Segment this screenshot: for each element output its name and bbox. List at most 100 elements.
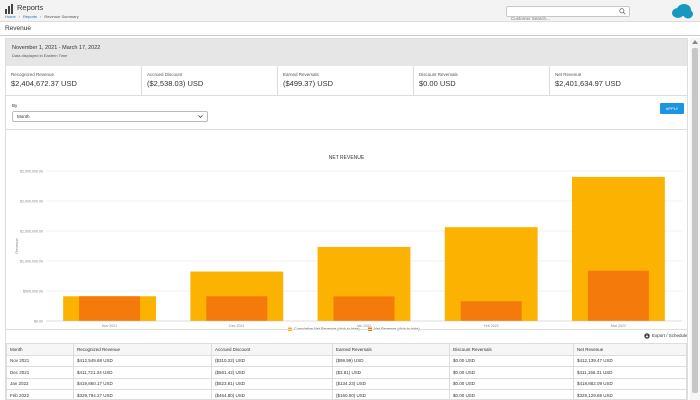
date-range: November 1, 2021 - March 17, 2022 [12,45,101,51]
y-tick-label: $2,000,000.00 [20,200,43,204]
x-tick-label: Feb 2022 [484,324,499,328]
date-range-band: November 1, 2021 - March 17, 2022 Data d… [6,39,687,66]
bar-net-revenue[interactable] [333,296,395,321]
export-label: Export / Schedule [652,333,688,339]
divider [0,35,700,36]
metrics-row: Recognized Revenue $2,404,672.37 USD Acc… [6,66,687,96]
metric-label: Net Revenue [555,72,582,77]
metric-value: ($499.37) USD [283,79,334,88]
cell-accrued-discount: ($561.42) USD [211,366,333,379]
metric-recognized-revenue: Recognized Revenue $2,404,672.37 USD [6,66,142,96]
cell-recognized-revenue: $419,860.17 USD [73,377,212,390]
cloud-logo [672,4,693,19]
revenue-table: Month Recognized Revenue Accrued Discoun… [6,343,687,399]
chart-canvas: $0.00 $500,000.00 $1,000,000.00 $1,500,000.… [15,170,682,331]
breadcrumb: Home › Reports › Revenue Summary [5,14,79,19]
vertical-scrollbar[interactable] [690,38,700,400]
chart-title: NET REVENUE [328,155,365,161]
timezone-note: Data displayed in Eastern Time [12,53,68,58]
bar-net-revenue[interactable] [79,296,141,321]
x-tick-label: Nov 2021 [102,324,117,328]
column-header-earned-reversals[interactable]: Earned Reversals [332,343,450,356]
cell-earned-reversals: ($134.23) USD [332,377,450,390]
cell-month: Jan 2022 [6,377,74,390]
apply-button[interactable]: APPLY [660,103,684,114]
page-title: Revenue [5,25,32,32]
x-tick-label: Mar 2022 [611,324,626,328]
cell-month: Dec 2021 [6,366,74,379]
customer-search [506,6,630,23]
x-tick-label: Dec 2021 [229,324,244,328]
breadcrumb-current: Revenue Summary [44,14,79,19]
table-row: Nov 2021 $412,549.68 USD ($310.22) USD (… [6,354,687,367]
cell-accrued-discount: ($310.22) USD [211,354,333,367]
bar-net-revenue[interactable] [460,301,522,321]
metric-value: $2,404,672.37 USD [11,79,77,88]
scroll-thumb[interactable] [692,48,698,393]
x-tick-label: Jan 2022 [357,324,372,328]
divider [6,129,687,130]
metric-value: $0.00 USD [419,79,456,88]
app-title: Reports [17,3,44,12]
column-header-month[interactable]: Month [6,343,74,356]
search-icon[interactable] [619,8,626,15]
column-header-accrued-discount[interactable]: Accrued Discount [211,343,333,356]
bar-net-revenue[interactable] [206,296,268,321]
export-schedule-link[interactable]: Export / Schedule [644,333,688,339]
cell-net-revenue: $418,882.09 USD [573,377,687,390]
y-axis-label: Revenue [15,238,19,253]
metric-accrued-discount: Accrued Discount ($2,538.03) USD [142,66,278,96]
cell-discount-reversals: $0.00 USD [449,377,574,390]
column-header-net-revenue[interactable]: Net Revenue [573,343,687,356]
chevron-down-icon [198,115,203,119]
metric-value: ($2,538.03) USD [147,79,204,88]
cell-recognized-revenue: $329,794.27 USD [73,389,212,399]
report-panel: November 1, 2021 - March 17, 2022 Data d… [5,38,688,400]
breadcrumb-home[interactable]: Home [5,14,16,19]
cell-discount-reversals: $0.00 USD [449,389,574,399]
period-select-value: Month [17,114,30,119]
metric-label: Discount Reversals [419,72,458,77]
breadcrumb-separator: › [40,14,42,19]
cell-discount-reversals: $0.00 USD [449,354,574,367]
breadcrumb-separator: › [18,14,21,19]
divider [6,329,687,330]
cell-earned-reversals: ($160.00) USD [332,389,450,399]
cell-recognized-revenue: $411,721.34 USD [73,366,212,379]
search-input[interactable] [507,14,615,23]
cell-earned-reversals: ($3.81) USD [332,366,450,379]
cell-net-revenue: $411,156.31 USD [573,366,687,379]
by-label: By [12,103,18,108]
y-tick-label: $1,000,000.00 [20,260,43,264]
metric-earned-reversals: Earned Reversals ($499.37) USD [278,66,414,96]
column-header-recognized-revenue[interactable]: Recognized Revenue [73,343,212,356]
metric-discount-reversals: Discount Reversals $0.00 USD [414,66,550,96]
cell-discount-reversals: $0.00 USD [449,366,574,379]
table-row: Feb 2022 $329,794.27 USD ($464.80) USD (… [6,389,687,399]
reports-icon [5,4,13,14]
bar-net-revenue[interactable] [587,270,649,321]
y-tick-label: $500,000.00 [23,290,43,294]
metric-label: Accrued Discount [147,72,183,77]
metric-value: $2,401,634.97 USD [555,79,621,88]
cell-net-revenue: $412,139.47 USD [573,354,687,367]
cell-net-revenue: $329,129.69 USD [573,389,687,399]
metric-net-revenue: Net Revenue $2,401,634.97 USD [550,66,687,96]
cell-accrued-discount: ($464.80) USD [211,389,333,399]
cell-month: Nov 2021 [6,354,74,367]
period-select[interactable]: Month [12,111,208,122]
y-tick-label: $1,500,000.00 [20,230,43,234]
breadcrumb-reports[interactable]: Reports [23,14,38,19]
y-tick-label: $2,500,000.00 [20,170,43,174]
table-header-row: Month Recognized Revenue Accrued Discoun… [6,343,687,356]
cell-recognized-revenue: $412,549.68 USD [73,354,212,367]
cell-month: Feb 2022 [6,389,74,399]
metric-label: Recognized Revenue [11,72,55,77]
column-header-discount-reversals[interactable]: Discount Reversals [449,343,574,356]
cell-accrued-discount: ($523.81) USD [211,377,333,390]
scroll-up-arrow[interactable] [692,40,698,44]
top-bar: Reports Home › Reports › Revenue Summary [0,0,700,23]
cell-earned-reversals: ($99.99) USD [332,354,450,367]
net-revenue-chart: NET REVENUE $0.00 $500,000.00 $1,000,000.0… [6,135,687,331]
table-row: Jan 2022 $419,860.17 USD ($523.81) USD (… [6,377,687,390]
